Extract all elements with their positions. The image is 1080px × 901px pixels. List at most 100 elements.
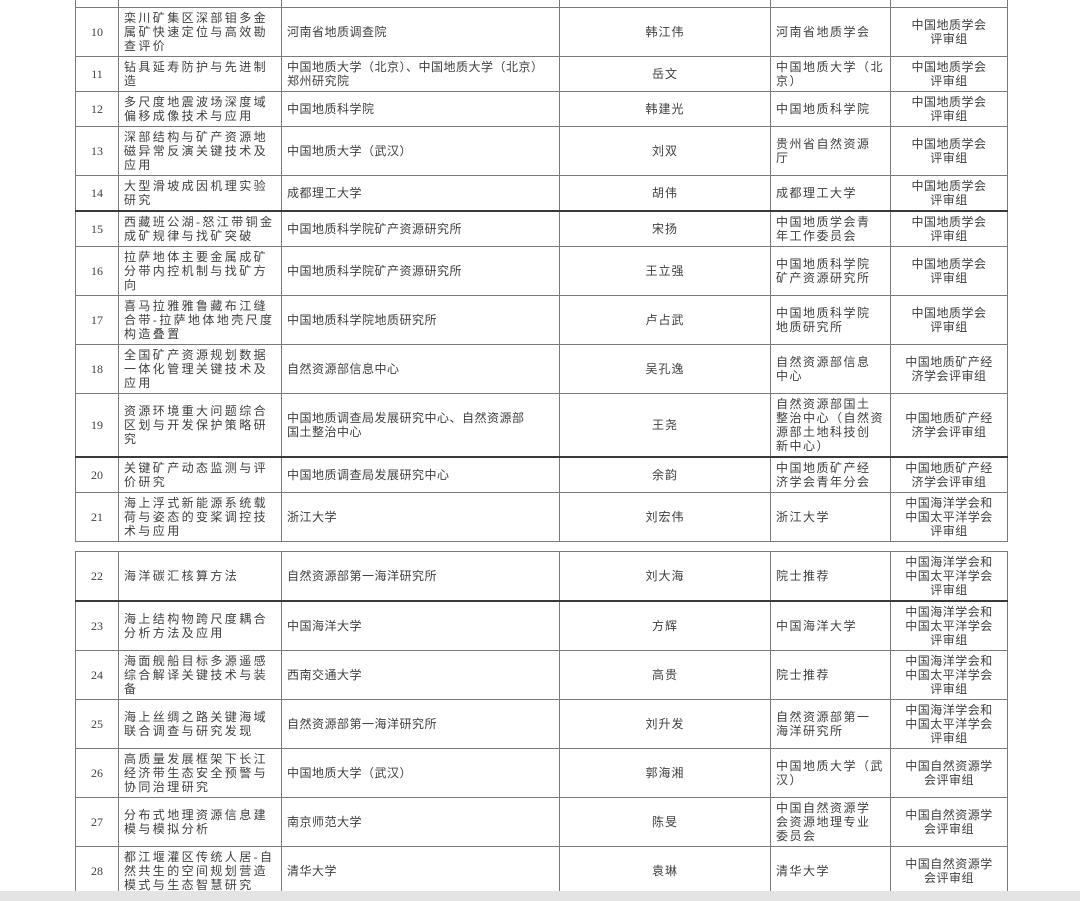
cell-review-group: 中国地质学会 评审组 xyxy=(890,56,1008,92)
cell-no: 10 xyxy=(75,7,119,57)
cell-org: 中国地质大学（武汉） xyxy=(281,748,560,798)
cell-recommender: 中国地质大学（北 京） xyxy=(770,56,891,92)
cell-title: 大型滑坡成因机理实验 研究 xyxy=(118,175,282,212)
cell-recommender: 自然资源部第一 海洋研究所 xyxy=(770,699,891,749)
cell-no: 12 xyxy=(75,91,119,127)
cell-recommender: 清华大学 xyxy=(770,846,891,896)
cell-org: 河南省地质调查院 xyxy=(281,7,560,57)
cell-org: 成都理工大学 xyxy=(281,175,560,212)
cell-org: 中国地质大学（武汉） xyxy=(281,126,560,176)
table-row: 21 海上浮式新能源系统载 荷与姿态的变桨调控技 术与应用 浙江大学 刘宏伟 浙… xyxy=(75,492,1008,542)
cell-org: 中国地质大学（北京）、中国地质大学（北京） 郑州研究院 xyxy=(281,56,560,92)
cropped-row-remnant xyxy=(75,0,1008,8)
cell-review-group: 中国海洋学会和 中国太平洋学会 评审组 xyxy=(890,699,1008,749)
cell-org: 自然资源部第一海洋研究所 xyxy=(281,699,560,749)
table-row: 13 深部结构与矿产资源地 磁异常反演关键技术及 应用 中国地质大学（武汉） 刘… xyxy=(75,126,1008,176)
cell-person xyxy=(559,0,771,8)
cell-review-group: 中国地质学会 评审组 xyxy=(890,126,1008,176)
table-row: 23 海上结构物跨尺度耦合 分析方法及应用 中国海洋大学 方辉 中国海洋大学 中… xyxy=(75,600,1008,651)
cell-person: 袁琳 xyxy=(559,846,771,896)
cell-no: 14 xyxy=(75,175,119,212)
cell-recommender: 中国地质大学（武 汉） xyxy=(770,748,891,798)
cell-person: 刘双 xyxy=(559,126,771,176)
cell-review-group xyxy=(890,0,1008,8)
cell-recommender: 中国地质科学院 地质研究所 xyxy=(770,295,891,345)
table-row: 25 海上丝绸之路关键海域 联合调查与研究发现 自然资源部第一海洋研究所 刘升发… xyxy=(75,699,1008,749)
cell-org: 自然资源部第一海洋研究所 xyxy=(281,551,560,602)
cell-org: 中国地质科学院矿产资源研究所 xyxy=(281,246,560,296)
cell-person: 陈旻 xyxy=(559,797,771,847)
cell-person: 岳文 xyxy=(559,56,771,92)
cell-recommender: 中国地质矿产经 济学会青年分会 xyxy=(770,456,891,493)
cell-review-group: 中国海洋学会和 中国太平洋学会 评审组 xyxy=(890,492,1008,542)
cell-recommender: 成都理工大学 xyxy=(770,175,891,212)
table-row: 19 资源环境重大问题综合 区划与开发保护策略研 究 中国地质调查局发展研究中心… xyxy=(75,393,1008,458)
cell-title: 海上丝绸之路关键海域 联合调查与研究发现 xyxy=(118,699,282,749)
cell-recommender: 中国自然资源学 会资源地理专业 委员会 xyxy=(770,797,891,847)
cell-org: 南京师范大学 xyxy=(281,797,560,847)
cell-org: 西南交通大学 xyxy=(281,650,560,700)
table-row: 11 钻具延寿防护与先进制 造 中国地质大学（北京）、中国地质大学（北京） 郑州… xyxy=(75,56,1008,92)
cell-title: 海面舰船目标多源遥感 综合解译关键技术与装 备 xyxy=(118,650,282,700)
cell-recommender: 自然资源部国土 整治中心（自然资 源部土地科技创 新中心） xyxy=(770,393,891,458)
cell-org xyxy=(281,0,560,8)
cell-person: 刘宏伟 xyxy=(559,492,771,542)
cell-no: 18 xyxy=(75,344,119,394)
cell-person: 宋扬 xyxy=(559,210,771,247)
table-row: 20 关键矿产动态监测与评 价研究 中国地质调查局发展研究中心 余韵 中国地质矿… xyxy=(75,456,1008,493)
cell-recommender: 中国地质科学院 矿产资源研究所 xyxy=(770,246,891,296)
cell-org: 中国地质调查局发展研究中心 xyxy=(281,456,560,493)
cell-review-group: 中国地质学会 评审组 xyxy=(890,295,1008,345)
cell-title: 喜马拉雅雅鲁藏布江缝 合带-拉萨地体地壳尺度 构造叠置 xyxy=(118,295,282,345)
cell-no: 25 xyxy=(75,699,119,749)
cell-title: 都江堰灌区传统人居-自 然共生的空间规划营造 模式与生态智慧研究 xyxy=(118,846,282,896)
cell-no: 13 xyxy=(75,126,119,176)
cell-recommender: 贵州省自然资源 厅 xyxy=(770,126,891,176)
cell-no: 23 xyxy=(75,600,119,651)
cell-title: 全国矿产资源规划数据 一体化管理关键技术及 应用 xyxy=(118,344,282,394)
cell-person: 方辉 xyxy=(559,600,771,651)
cell-person: 高贵 xyxy=(559,650,771,700)
table-row: 12 多尺度地震波场深度域 偏移成像技术与应用 中国地质科学院 韩建光 中国地质… xyxy=(75,91,1008,127)
table-row: 16 拉萨地体主要金属成矿 分带内控机制与找矿方 向 中国地质科学院矿产资源研究… xyxy=(75,246,1008,296)
cell-title: 分布式地理资源信息建 模与模拟分析 xyxy=(118,797,282,847)
table-row: 15 西藏班公湖-怒江带铜金 成矿规律与找矿突破 中国地质科学院矿产资源研究所 … xyxy=(75,210,1008,247)
cell-person: 胡伟 xyxy=(559,175,771,212)
table-row: 18 全国矿产资源规划数据 一体化管理关键技术及 应用 自然资源部信息中心 吴孔… xyxy=(75,344,1008,394)
cell-title: 栾川矿集区深部钼多金 属矿快速定位与高效勘 查评价 xyxy=(118,7,282,57)
cell-no: 15 xyxy=(75,210,119,247)
cell-person: 余韵 xyxy=(559,456,771,493)
cell-recommender: 中国地质科学院 xyxy=(770,91,891,127)
table-row: 22 海洋碳汇核算方法 自然资源部第一海洋研究所 刘大海 院士推荐 中国海洋学会… xyxy=(75,551,1008,602)
cell-title xyxy=(118,0,282,8)
table-row: 17 喜马拉雅雅鲁藏布江缝 合带-拉萨地体地壳尺度 构造叠置 中国地质科学院地质… xyxy=(75,295,1008,345)
cell-review-group: 中国地质学会 评审组 xyxy=(890,246,1008,296)
table-row: 14 大型滑坡成因机理实验 研究 成都理工大学 胡伟 成都理工大学 中国地质学会… xyxy=(75,175,1008,212)
page-bottom-shadow-bar xyxy=(0,891,1080,901)
cell-org: 浙江大学 xyxy=(281,492,560,542)
cell-title: 资源环境重大问题综合 区划与开发保护策略研 究 xyxy=(118,393,282,458)
cell-no: 24 xyxy=(75,650,119,700)
cell-org: 中国地质调查局发展研究中心、自然资源部 国土整治中心 xyxy=(281,393,560,458)
cell-org: 中国地质科学院 xyxy=(281,91,560,127)
cell-no: 22 xyxy=(75,551,119,602)
table-gap xyxy=(75,542,1007,551)
cell-no: 19 xyxy=(75,393,119,458)
cell-review-group: 中国地质学会 评审组 xyxy=(890,210,1008,247)
cell-title: 钻具延寿防护与先进制 造 xyxy=(118,56,282,92)
cell-person: 吴孔逸 xyxy=(559,344,771,394)
cell-title: 关键矿产动态监测与评 价研究 xyxy=(118,456,282,493)
table-row: 24 海面舰船目标多源遥感 综合解译关键技术与装 备 西南交通大学 高贵 院士推… xyxy=(75,650,1008,700)
cell-review-group: 中国自然资源学 会评审组 xyxy=(890,748,1008,798)
cell-org: 自然资源部信息中心 xyxy=(281,344,560,394)
cell-recommender: 院士推荐 xyxy=(770,551,891,602)
cell-no: 11 xyxy=(75,56,119,92)
cell-org: 中国地质科学院矿产资源研究所 xyxy=(281,210,560,247)
cell-recommender: 中国地质学会青 年工作委员会 xyxy=(770,210,891,247)
cell-person: 刘大海 xyxy=(559,551,771,602)
cell-no: 16 xyxy=(75,246,119,296)
cell-person: 韩建光 xyxy=(559,91,771,127)
cell-title: 西藏班公湖-怒江带铜金 成矿规律与找矿突破 xyxy=(118,210,282,247)
cell-recommender: 中国海洋大学 xyxy=(770,600,891,651)
